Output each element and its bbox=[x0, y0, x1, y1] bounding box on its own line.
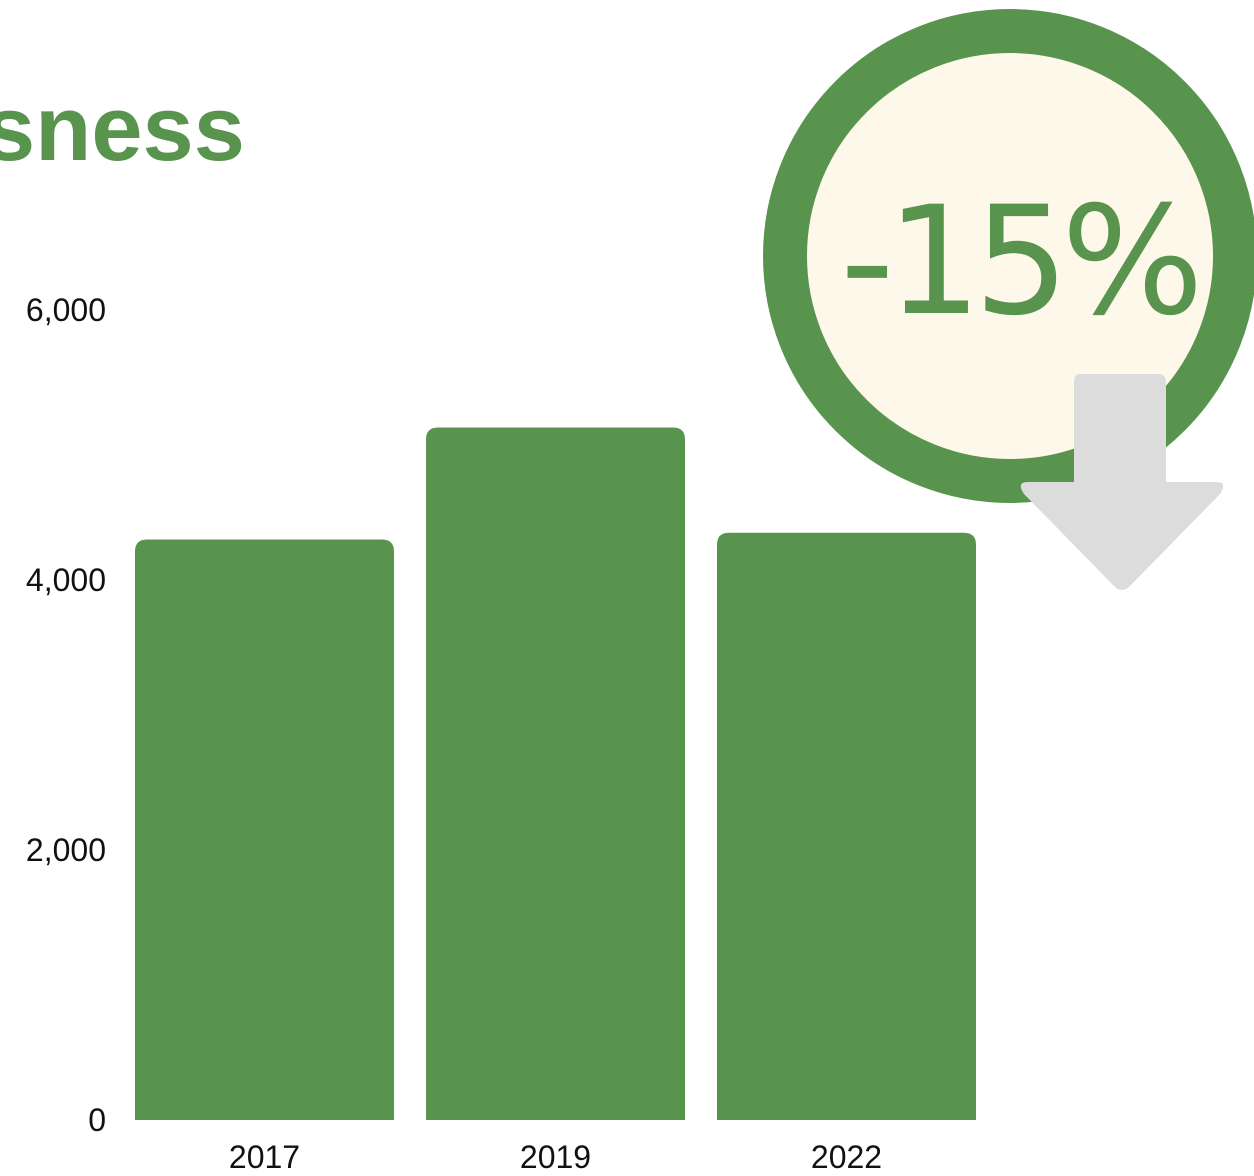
x-tick-label: 2017 bbox=[229, 1139, 300, 1175]
percent-change-badge: -15% bbox=[763, 9, 1254, 590]
x-axis-labels: 2017 2019 2022 bbox=[229, 1139, 882, 1175]
x-tick-label: 2022 bbox=[811, 1139, 882, 1175]
y-tick-label: 2,000 bbox=[26, 832, 106, 868]
badge-ring bbox=[763, 9, 1254, 503]
y-tick-label: 6,000 bbox=[26, 292, 106, 328]
y-tick-label: 4,000 bbox=[26, 562, 106, 598]
bar-2019 bbox=[426, 427, 685, 1120]
bar-2022 bbox=[717, 532, 976, 1120]
chart-title: sness bbox=[0, 78, 245, 180]
down-arrow-icon bbox=[1020, 374, 1224, 590]
badge-value: -15% bbox=[840, 175, 1196, 349]
bar-2017 bbox=[135, 539, 394, 1120]
bar-series bbox=[135, 427, 976, 1120]
x-tick-label: 2019 bbox=[520, 1139, 591, 1175]
y-axis-tick-labels: 0 2,000 4,000 6,000 bbox=[26, 292, 106, 1138]
y-tick-label: 0 bbox=[88, 1102, 106, 1138]
